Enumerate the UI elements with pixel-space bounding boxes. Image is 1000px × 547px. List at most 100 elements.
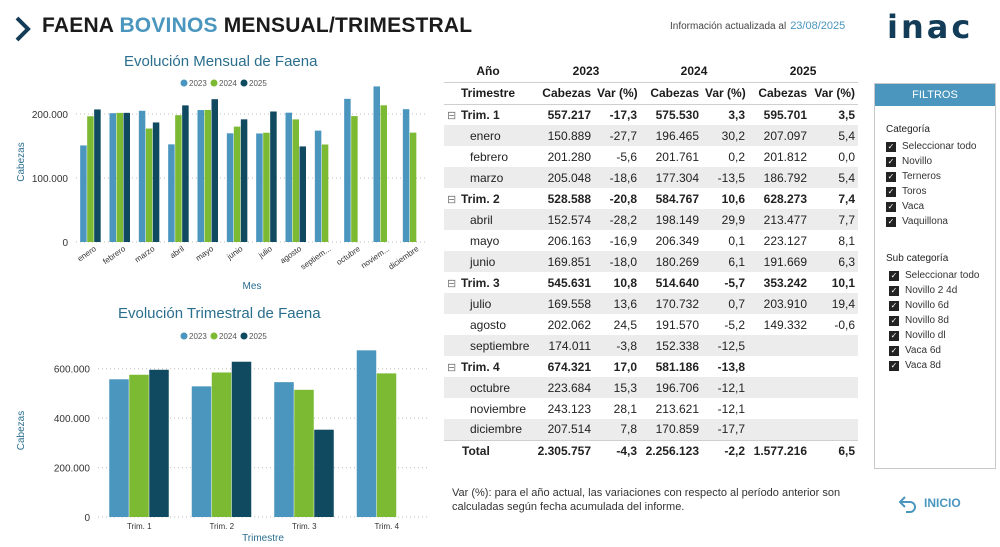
collapse-icon[interactable]: ⊟ xyxy=(447,361,457,374)
total-cell: 2.305.757 xyxy=(532,439,594,462)
bar-2023[interactable] xyxy=(138,110,146,242)
bar-2025[interactable] xyxy=(211,99,219,242)
quarter-row[interactable]: ⊟ Trim. 1 557.217 -17,3 575.530 3,3 595.701 3,5 xyxy=(444,104,858,125)
filter-option[interactable]: ✓ Vaca 8d xyxy=(889,358,995,373)
filter-option[interactable]: ✓ Novillo 8d xyxy=(889,313,995,328)
table-cell: 152.574 xyxy=(532,209,594,230)
filter-option[interactable]: ✓ Novillo 2 4d xyxy=(889,283,995,298)
bar-2024[interactable] xyxy=(321,144,329,242)
table-cell: 203.910 xyxy=(748,293,811,314)
checkbox-checked-icon[interactable]: ✓ xyxy=(886,141,896,152)
bar-2023[interactable] xyxy=(274,382,294,517)
bar-2024[interactable] xyxy=(87,116,94,242)
bar-2023[interactable] xyxy=(109,379,129,517)
table-cell: -5,7 xyxy=(724,275,746,290)
table-cell: -12,1 xyxy=(717,401,746,416)
table-cell: 528.588 xyxy=(547,191,591,206)
month-label: octubre xyxy=(444,377,532,398)
checkbox-checked-icon[interactable]: ✓ xyxy=(886,216,896,227)
bar-2024[interactable] xyxy=(233,126,241,242)
bar-2024[interactable] xyxy=(129,374,149,517)
bar-2024[interactable] xyxy=(116,112,124,242)
checkbox-checked-icon[interactable]: ✓ xyxy=(886,201,896,212)
filter-option[interactable]: ✓ Seleccionar todo xyxy=(889,268,995,283)
bar-2025[interactable] xyxy=(182,105,189,242)
bar-2025[interactable] xyxy=(270,111,277,242)
total-cell: 1.577.216 xyxy=(748,439,811,462)
checkbox-checked-icon[interactable]: ✓ xyxy=(889,315,899,326)
bar-2024[interactable] xyxy=(145,128,153,242)
checkbox-checked-icon[interactable]: ✓ xyxy=(889,285,899,296)
collapse-icon[interactable]: ⊟ xyxy=(447,193,457,206)
quarter-row[interactable]: ⊟ Trim. 2 528.588 -20,8 584.767 10,6 628.273 7,… xyxy=(444,188,858,209)
bar-2025[interactable] xyxy=(299,146,307,242)
table-cell: -3,8 xyxy=(594,335,641,356)
x-axis-label: Mes xyxy=(243,281,262,292)
bar-2023[interactable] xyxy=(168,144,175,242)
bar-2023[interactable] xyxy=(191,386,212,517)
bar-2025[interactable] xyxy=(231,361,252,517)
bar-2023[interactable] xyxy=(256,133,263,242)
bar-2023[interactable] xyxy=(226,133,234,242)
filter-option[interactable]: ✓ Novillo 6d xyxy=(889,298,995,313)
table-cell xyxy=(810,356,858,377)
table-cell: 674.321 xyxy=(547,359,591,374)
bar-2024[interactable] xyxy=(175,115,182,242)
bar-2023[interactable] xyxy=(109,113,117,242)
bar-2024[interactable] xyxy=(409,132,417,242)
bar-2023[interactable] xyxy=(344,98,351,242)
filter-option[interactable]: ✓ Novillo xyxy=(886,154,995,169)
checkbox-checked-icon[interactable]: ✓ xyxy=(889,345,899,356)
checkbox-checked-icon[interactable]: ✓ xyxy=(889,270,899,281)
y-tick-label: 0 xyxy=(84,513,90,524)
table-cell: 170.732 xyxy=(640,293,703,314)
bar-2024[interactable] xyxy=(294,389,314,517)
row-label-text: abril xyxy=(470,212,493,227)
bar-2023[interactable] xyxy=(402,109,410,242)
bar-2024[interactable] xyxy=(211,372,232,517)
bar-2024[interactable] xyxy=(263,132,270,242)
checkbox-checked-icon[interactable]: ✓ xyxy=(886,186,896,197)
bar-2024[interactable] xyxy=(376,373,397,517)
bar-2025[interactable] xyxy=(152,122,160,242)
bar-2025[interactable] xyxy=(94,109,101,242)
filter-option[interactable]: ✓ Toros xyxy=(886,184,995,199)
bar-2025[interactable] xyxy=(314,429,334,517)
quarter-row[interactable]: ⊟ Trim. 3 545.631 10,8 514.640 -5,7 353.242 10,… xyxy=(444,272,858,293)
bar-2023[interactable] xyxy=(80,145,87,242)
bar-2023[interactable] xyxy=(314,130,322,242)
quarter-row[interactable]: ⊟ Trim. 4 674.321 17,0 581.186 -13,8 xyxy=(444,356,858,377)
checkbox-checked-icon[interactable]: ✓ xyxy=(886,171,896,182)
checkbox-checked-icon[interactable]: ✓ xyxy=(889,330,899,341)
col-header-var: Var (%) xyxy=(810,82,859,105)
table-cell: 201.812 xyxy=(763,149,808,164)
inicio-button[interactable]: INICIO xyxy=(898,493,961,513)
bar-2024[interactable] xyxy=(292,119,300,242)
bar-2025[interactable] xyxy=(123,112,131,242)
filter-option[interactable]: ✓ Vaquillona xyxy=(886,214,995,229)
filter-option[interactable]: ✓ Terneros xyxy=(886,169,995,184)
table-cell: 5,4 xyxy=(810,167,859,188)
filter-option[interactable]: ✓ Seleccionar todo xyxy=(886,139,995,154)
bar-2024[interactable] xyxy=(204,109,212,242)
x-tick-label: febrero xyxy=(101,244,127,266)
bar-2024[interactable] xyxy=(380,105,388,242)
y-tick-label: 200.000 xyxy=(32,110,69,121)
checkbox-checked-icon[interactable]: ✓ xyxy=(889,300,899,311)
table-cell: 30,2 xyxy=(702,125,749,146)
filter-option[interactable]: ✓ Novillo dl xyxy=(889,328,995,343)
bar-2023[interactable] xyxy=(356,350,377,517)
checkbox-checked-icon[interactable]: ✓ xyxy=(886,156,896,167)
table-cell: -27,7 xyxy=(594,125,641,146)
collapse-icon[interactable]: ⊟ xyxy=(447,277,457,290)
bar-2023[interactable] xyxy=(373,86,381,242)
filter-option[interactable]: ✓ Vaca xyxy=(886,199,995,214)
bar-2023[interactable] xyxy=(285,112,293,242)
bar-2024[interactable] xyxy=(351,116,358,242)
bar-2023[interactable] xyxy=(197,110,205,242)
checkbox-checked-icon[interactable]: ✓ xyxy=(889,360,899,371)
bar-2025[interactable] xyxy=(240,119,248,242)
bar-2025[interactable] xyxy=(149,369,169,517)
filter-option[interactable]: ✓ Vaca 6d xyxy=(889,343,995,358)
collapse-icon[interactable]: ⊟ xyxy=(447,109,457,122)
